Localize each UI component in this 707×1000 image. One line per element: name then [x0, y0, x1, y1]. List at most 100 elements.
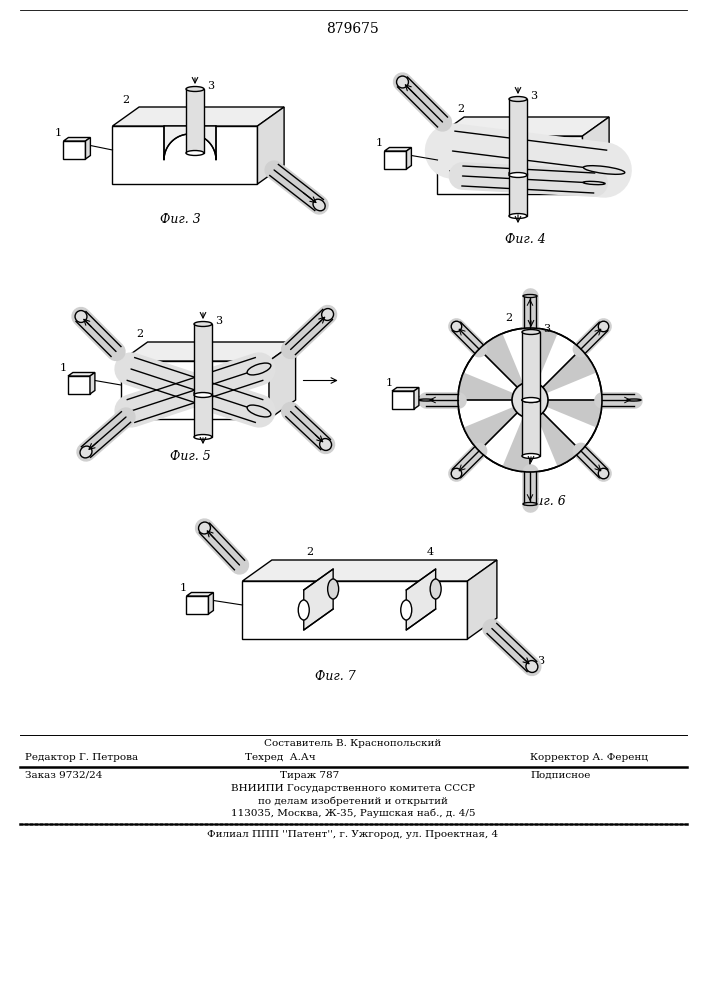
Ellipse shape — [509, 97, 527, 101]
Polygon shape — [187, 596, 209, 614]
Polygon shape — [407, 147, 411, 169]
Text: Техред  А.Ач: Техред А.Ач — [245, 753, 315, 762]
Ellipse shape — [186, 87, 204, 91]
Polygon shape — [194, 393, 212, 437]
Ellipse shape — [522, 398, 540, 402]
Ellipse shape — [451, 468, 462, 479]
Ellipse shape — [509, 171, 527, 175]
Polygon shape — [257, 107, 284, 184]
Ellipse shape — [598, 321, 609, 332]
Polygon shape — [64, 141, 86, 159]
Ellipse shape — [320, 439, 332, 450]
Ellipse shape — [419, 399, 433, 401]
Text: ВНИИПИ Государственного комитета СССР: ВНИИПИ Государственного комитета СССР — [231, 784, 475, 793]
Ellipse shape — [401, 600, 411, 620]
Text: 3: 3 — [215, 316, 222, 326]
Circle shape — [512, 382, 548, 418]
Polygon shape — [392, 387, 419, 391]
Polygon shape — [414, 387, 419, 409]
Text: Фиг. 5: Фиг. 5 — [170, 450, 211, 463]
Polygon shape — [243, 581, 467, 639]
Polygon shape — [164, 126, 216, 160]
Text: Филиал ППП ''Патент'', г. Ужгород, ул. Проектная, 4: Филиал ППП ''Патент'', г. Ужгород, ул. П… — [207, 830, 498, 839]
Ellipse shape — [522, 398, 540, 402]
Polygon shape — [194, 324, 212, 395]
Text: 3: 3 — [537, 656, 544, 666]
Text: 2: 2 — [307, 547, 314, 557]
Ellipse shape — [199, 522, 211, 534]
Ellipse shape — [583, 166, 625, 174]
Polygon shape — [112, 126, 257, 184]
Polygon shape — [530, 400, 602, 428]
Ellipse shape — [322, 309, 334, 320]
Text: 3: 3 — [543, 324, 550, 334]
Polygon shape — [583, 117, 609, 194]
Polygon shape — [187, 592, 214, 596]
Text: 879675: 879675 — [327, 22, 380, 36]
Ellipse shape — [451, 321, 462, 332]
Ellipse shape — [583, 181, 605, 185]
Ellipse shape — [523, 294, 537, 298]
Text: Тираж 787: Тираж 787 — [280, 771, 339, 780]
Ellipse shape — [598, 468, 609, 479]
Polygon shape — [243, 560, 497, 581]
Text: Фиг. 4: Фиг. 4 — [505, 233, 545, 246]
Ellipse shape — [509, 214, 527, 218]
Text: Фиг. 3: Фиг. 3 — [160, 213, 200, 226]
Ellipse shape — [80, 446, 92, 458]
Ellipse shape — [313, 199, 325, 211]
Polygon shape — [209, 592, 214, 614]
Ellipse shape — [397, 76, 409, 88]
Text: Редактор Г. Петрова: Редактор Г. Петрова — [25, 753, 138, 762]
Text: 2: 2 — [457, 104, 464, 114]
Ellipse shape — [523, 502, 537, 506]
Text: Фиг. 6: Фиг. 6 — [525, 495, 566, 508]
Polygon shape — [509, 99, 527, 175]
Text: 1: 1 — [385, 378, 392, 388]
Polygon shape — [392, 391, 414, 409]
Polygon shape — [438, 117, 609, 136]
Text: 2: 2 — [136, 329, 143, 339]
Polygon shape — [68, 372, 95, 376]
Ellipse shape — [298, 600, 309, 620]
Ellipse shape — [509, 173, 527, 177]
Polygon shape — [522, 332, 540, 400]
Polygon shape — [64, 137, 90, 141]
Ellipse shape — [522, 330, 540, 334]
Ellipse shape — [186, 151, 204, 155]
Polygon shape — [86, 137, 90, 159]
Polygon shape — [530, 400, 581, 467]
Ellipse shape — [522, 454, 540, 458]
Text: 2: 2 — [505, 313, 512, 323]
Text: 3: 3 — [530, 91, 537, 101]
Polygon shape — [479, 333, 530, 400]
Text: 1: 1 — [59, 363, 66, 373]
Polygon shape — [68, 376, 90, 394]
Circle shape — [458, 328, 602, 472]
Polygon shape — [385, 151, 407, 169]
Ellipse shape — [247, 363, 271, 375]
Ellipse shape — [75, 311, 87, 322]
Polygon shape — [90, 372, 95, 394]
Text: Корректор А. Ференц: Корректор А. Ференц — [530, 753, 648, 762]
Polygon shape — [467, 560, 497, 639]
Polygon shape — [530, 349, 597, 400]
Text: Подписное: Подписное — [530, 771, 590, 780]
Text: по делам изобретений и открытий: по делам изобретений и открытий — [258, 796, 448, 806]
Ellipse shape — [194, 393, 212, 397]
Ellipse shape — [194, 391, 212, 395]
Polygon shape — [385, 147, 411, 151]
Polygon shape — [438, 136, 583, 194]
Ellipse shape — [247, 405, 271, 417]
Polygon shape — [530, 328, 558, 400]
Text: 1: 1 — [55, 128, 62, 138]
Polygon shape — [407, 569, 436, 630]
Polygon shape — [304, 569, 333, 630]
Text: 113035, Москва, Ж-35, Раушская наб., д. 4/5: 113035, Москва, Ж-35, Раушская наб., д. … — [230, 808, 475, 818]
Ellipse shape — [194, 322, 212, 326]
Ellipse shape — [430, 579, 441, 599]
Polygon shape — [186, 89, 204, 153]
Text: Фиг. 7: Фиг. 7 — [315, 670, 356, 683]
Polygon shape — [121, 342, 296, 361]
Polygon shape — [121, 361, 269, 419]
